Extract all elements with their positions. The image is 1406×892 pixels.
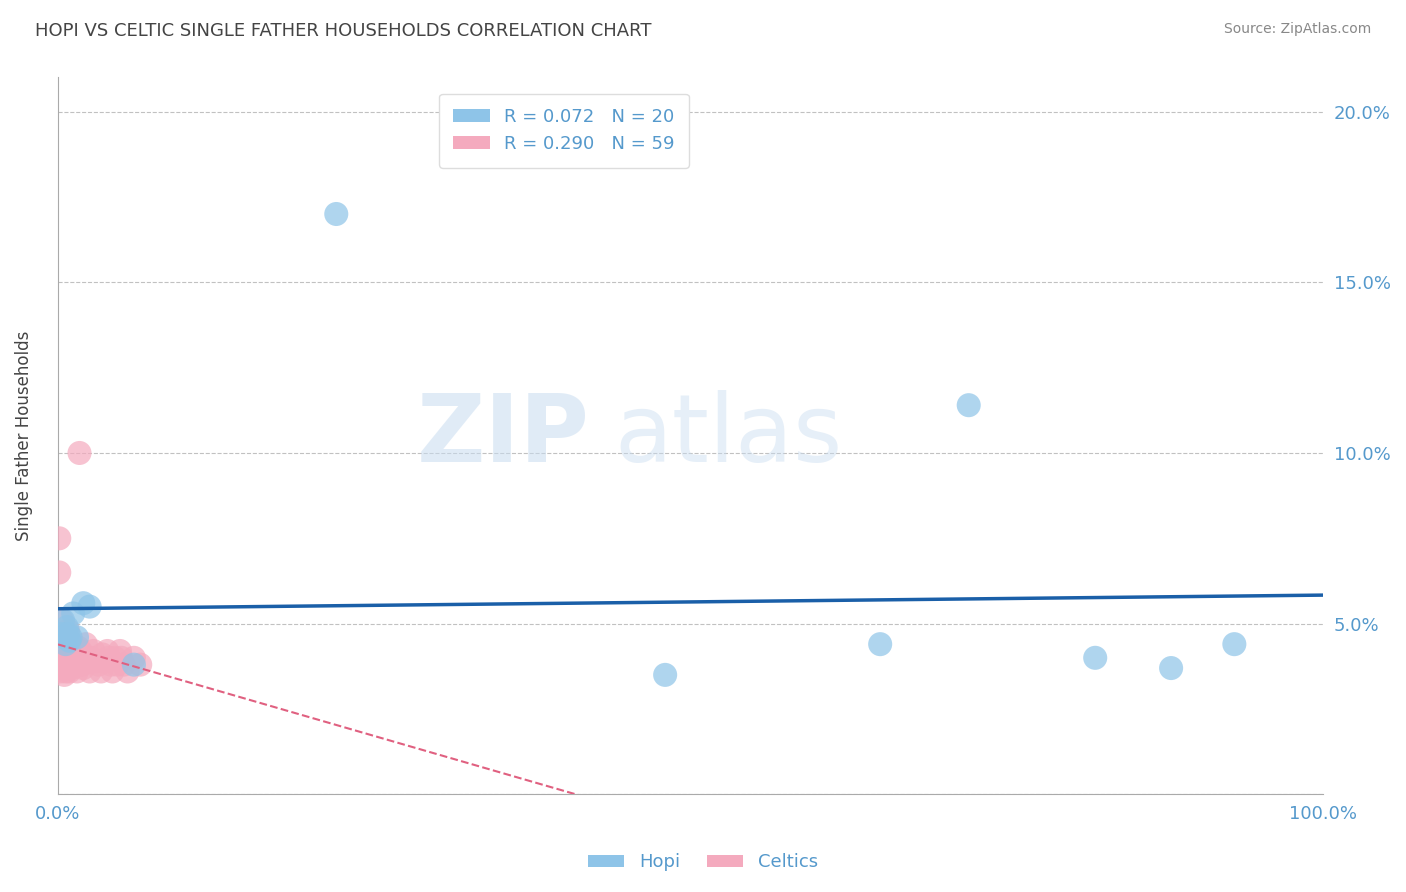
Point [67, 640, 90, 655]
Point [60, 650, 83, 665]
Point [53, 640, 76, 655]
Point [110, 650, 132, 665]
Point [75, 637, 97, 651]
Point [51, 654, 73, 668]
Point [62, 650, 84, 665]
Point [97, 650, 120, 665]
Point [62, 607, 84, 621]
Point [869, 637, 891, 651]
Text: HOPI VS CELTIC SINGLE FATHER HOUSEHOLDS CORRELATION CHART: HOPI VS CELTIC SINGLE FATHER HOUSEHOLDS … [35, 22, 651, 40]
Point [59, 640, 82, 655]
Point [325, 207, 347, 221]
Point [72, 596, 94, 610]
Text: atlas: atlas [614, 390, 842, 482]
Point [53, 650, 76, 665]
Point [66, 650, 89, 665]
Point [48, 532, 70, 546]
Point [84, 654, 107, 668]
Point [957, 398, 980, 412]
Legend: R = 0.072   N = 20, R = 0.290   N = 59: R = 0.072 N = 20, R = 0.290 N = 59 [439, 94, 689, 168]
Point [1084, 650, 1107, 665]
Point [101, 665, 124, 679]
Point [52, 661, 75, 675]
Point [654, 668, 676, 682]
Point [58, 633, 80, 648]
Point [107, 657, 129, 672]
Point [129, 657, 152, 672]
Point [60, 661, 83, 675]
Point [58, 648, 80, 662]
Point [51, 613, 73, 627]
Point [66, 665, 89, 679]
Point [52, 613, 75, 627]
Point [51, 661, 73, 675]
Point [122, 657, 145, 672]
Point [112, 657, 135, 672]
Point [82, 644, 104, 658]
Point [53, 668, 76, 682]
Point [108, 644, 131, 658]
Point [55, 661, 77, 675]
Point [59, 657, 82, 672]
Point [94, 654, 117, 668]
Point [91, 648, 114, 662]
Point [65, 654, 87, 668]
Point [63, 644, 86, 658]
Point [76, 654, 98, 668]
Text: Source: ZipAtlas.com: Source: ZipAtlas.com [1223, 22, 1371, 37]
Point [1160, 661, 1182, 675]
Point [1223, 637, 1246, 651]
Point [96, 644, 118, 658]
Point [49, 665, 72, 679]
Point [49, 644, 72, 658]
Point [56, 624, 79, 638]
Point [56, 644, 79, 658]
Point [80, 650, 103, 665]
Point [58, 665, 80, 679]
Point [55, 665, 77, 679]
Point [56, 627, 79, 641]
Point [56, 657, 79, 672]
Point [104, 650, 127, 665]
Point [117, 665, 139, 679]
Point [70, 657, 93, 672]
Point [79, 665, 101, 679]
Point [90, 665, 112, 679]
Point [73, 650, 96, 665]
Point [55, 650, 77, 665]
Point [56, 627, 79, 641]
Y-axis label: Single Father Households: Single Father Households [15, 331, 32, 541]
Point [66, 630, 89, 644]
Point [72, 661, 94, 675]
Point [69, 644, 91, 658]
Point [51, 627, 73, 641]
Point [87, 657, 110, 672]
Point [59, 630, 82, 644]
Point [49, 657, 72, 672]
Point [122, 650, 145, 665]
Point [69, 446, 91, 460]
Point [48, 566, 70, 580]
Point [55, 637, 77, 651]
Point [52, 644, 75, 658]
Point [100, 657, 122, 672]
Point [79, 599, 101, 614]
Point [56, 620, 79, 634]
Text: ZIP: ZIP [416, 390, 589, 482]
Point [53, 630, 76, 644]
Legend: Hopi, Celtics: Hopi, Celtics [581, 847, 825, 879]
